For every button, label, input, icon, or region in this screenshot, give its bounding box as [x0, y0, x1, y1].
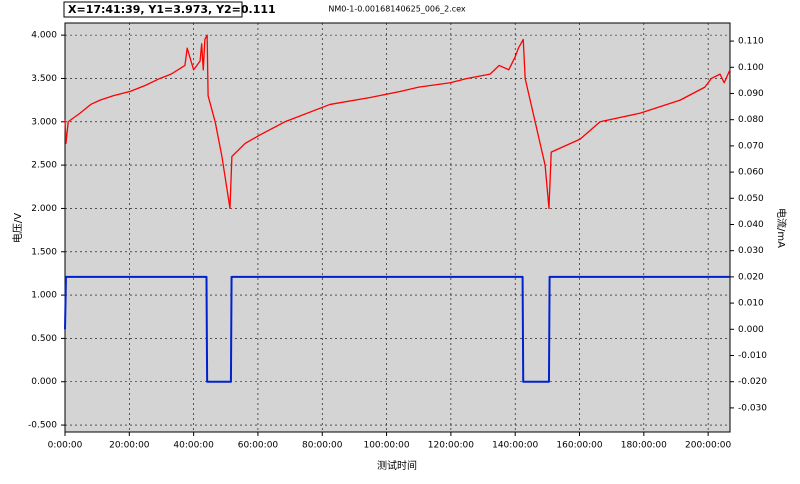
y2-axis-label: 电流/mA [775, 208, 788, 248]
x-tick-label: 100:00:00 [363, 441, 409, 451]
y2-tick-label: 0.000 [738, 325, 764, 335]
x-tick-label: 120:00:00 [428, 441, 474, 451]
y2-tick-label: 0.110 [738, 37, 764, 47]
y2-tick-label: 0.070 [738, 141, 764, 151]
y2-tick-label: -0.030 [738, 403, 767, 413]
y2-tick-label: 0.090 [738, 89, 764, 99]
x-tick-label: 80:00:00 [302, 441, 343, 451]
y-axis-label: 电压/V [11, 213, 24, 243]
series-line [64, 34, 731, 210]
y2-tick-label: 0.050 [738, 194, 764, 204]
y2-tick-label: 0.010 [738, 299, 764, 309]
y-tick-label: 1.500 [31, 247, 57, 257]
y2-tick-label: 0.040 [738, 220, 764, 230]
readout-box [63, 1, 243, 18]
x-tick-label: 140:00:00 [492, 441, 538, 451]
x-tick-label: 200:00:00 [685, 441, 731, 451]
y2-tick-label: 0.060 [738, 168, 764, 178]
y-tick-label: 3.500 [31, 74, 57, 84]
readout: X=17:41:39, Y1=3.973, Y2=0.111 [68, 3, 276, 16]
y2-tick-label: 0.100 [738, 63, 764, 73]
y-tick-label: 2.500 [31, 161, 57, 171]
y2-tick-label: -0.010 [738, 351, 767, 361]
y-tick-label: 4.000 [31, 31, 57, 41]
series-line [64, 275, 730, 383]
x-tick-label: 180:00:00 [621, 441, 667, 451]
x-tick-label: 160:00:00 [556, 441, 602, 451]
plot-area [64, 22, 731, 433]
y2-tick-label: -0.020 [738, 377, 767, 387]
y-tick-label: 3.000 [31, 117, 57, 127]
y-tick-label: -0.500 [28, 421, 57, 431]
x-axis-label: 测试时间 [377, 459, 417, 472]
y2-tick-label: 0.030 [738, 246, 764, 256]
y-tick-label: 0.000 [31, 377, 57, 387]
x-tick-label: 20:00:00 [109, 441, 150, 451]
y-tick-label: 2.000 [31, 204, 57, 214]
chart-title: NM0-1-0.00168140625_006_2.cex [328, 5, 466, 14]
y-tick-label: 1.000 [31, 291, 57, 301]
y2-tick-label: 0.020 [738, 272, 764, 282]
y2-tick-label: 0.080 [738, 115, 764, 125]
x-tick-label: 0:00:00 [48, 441, 83, 451]
x-tick-label: 40:00:00 [173, 441, 214, 451]
x-tick-label: 60:00:00 [238, 441, 279, 451]
y-tick-label: 0.500 [31, 334, 57, 344]
